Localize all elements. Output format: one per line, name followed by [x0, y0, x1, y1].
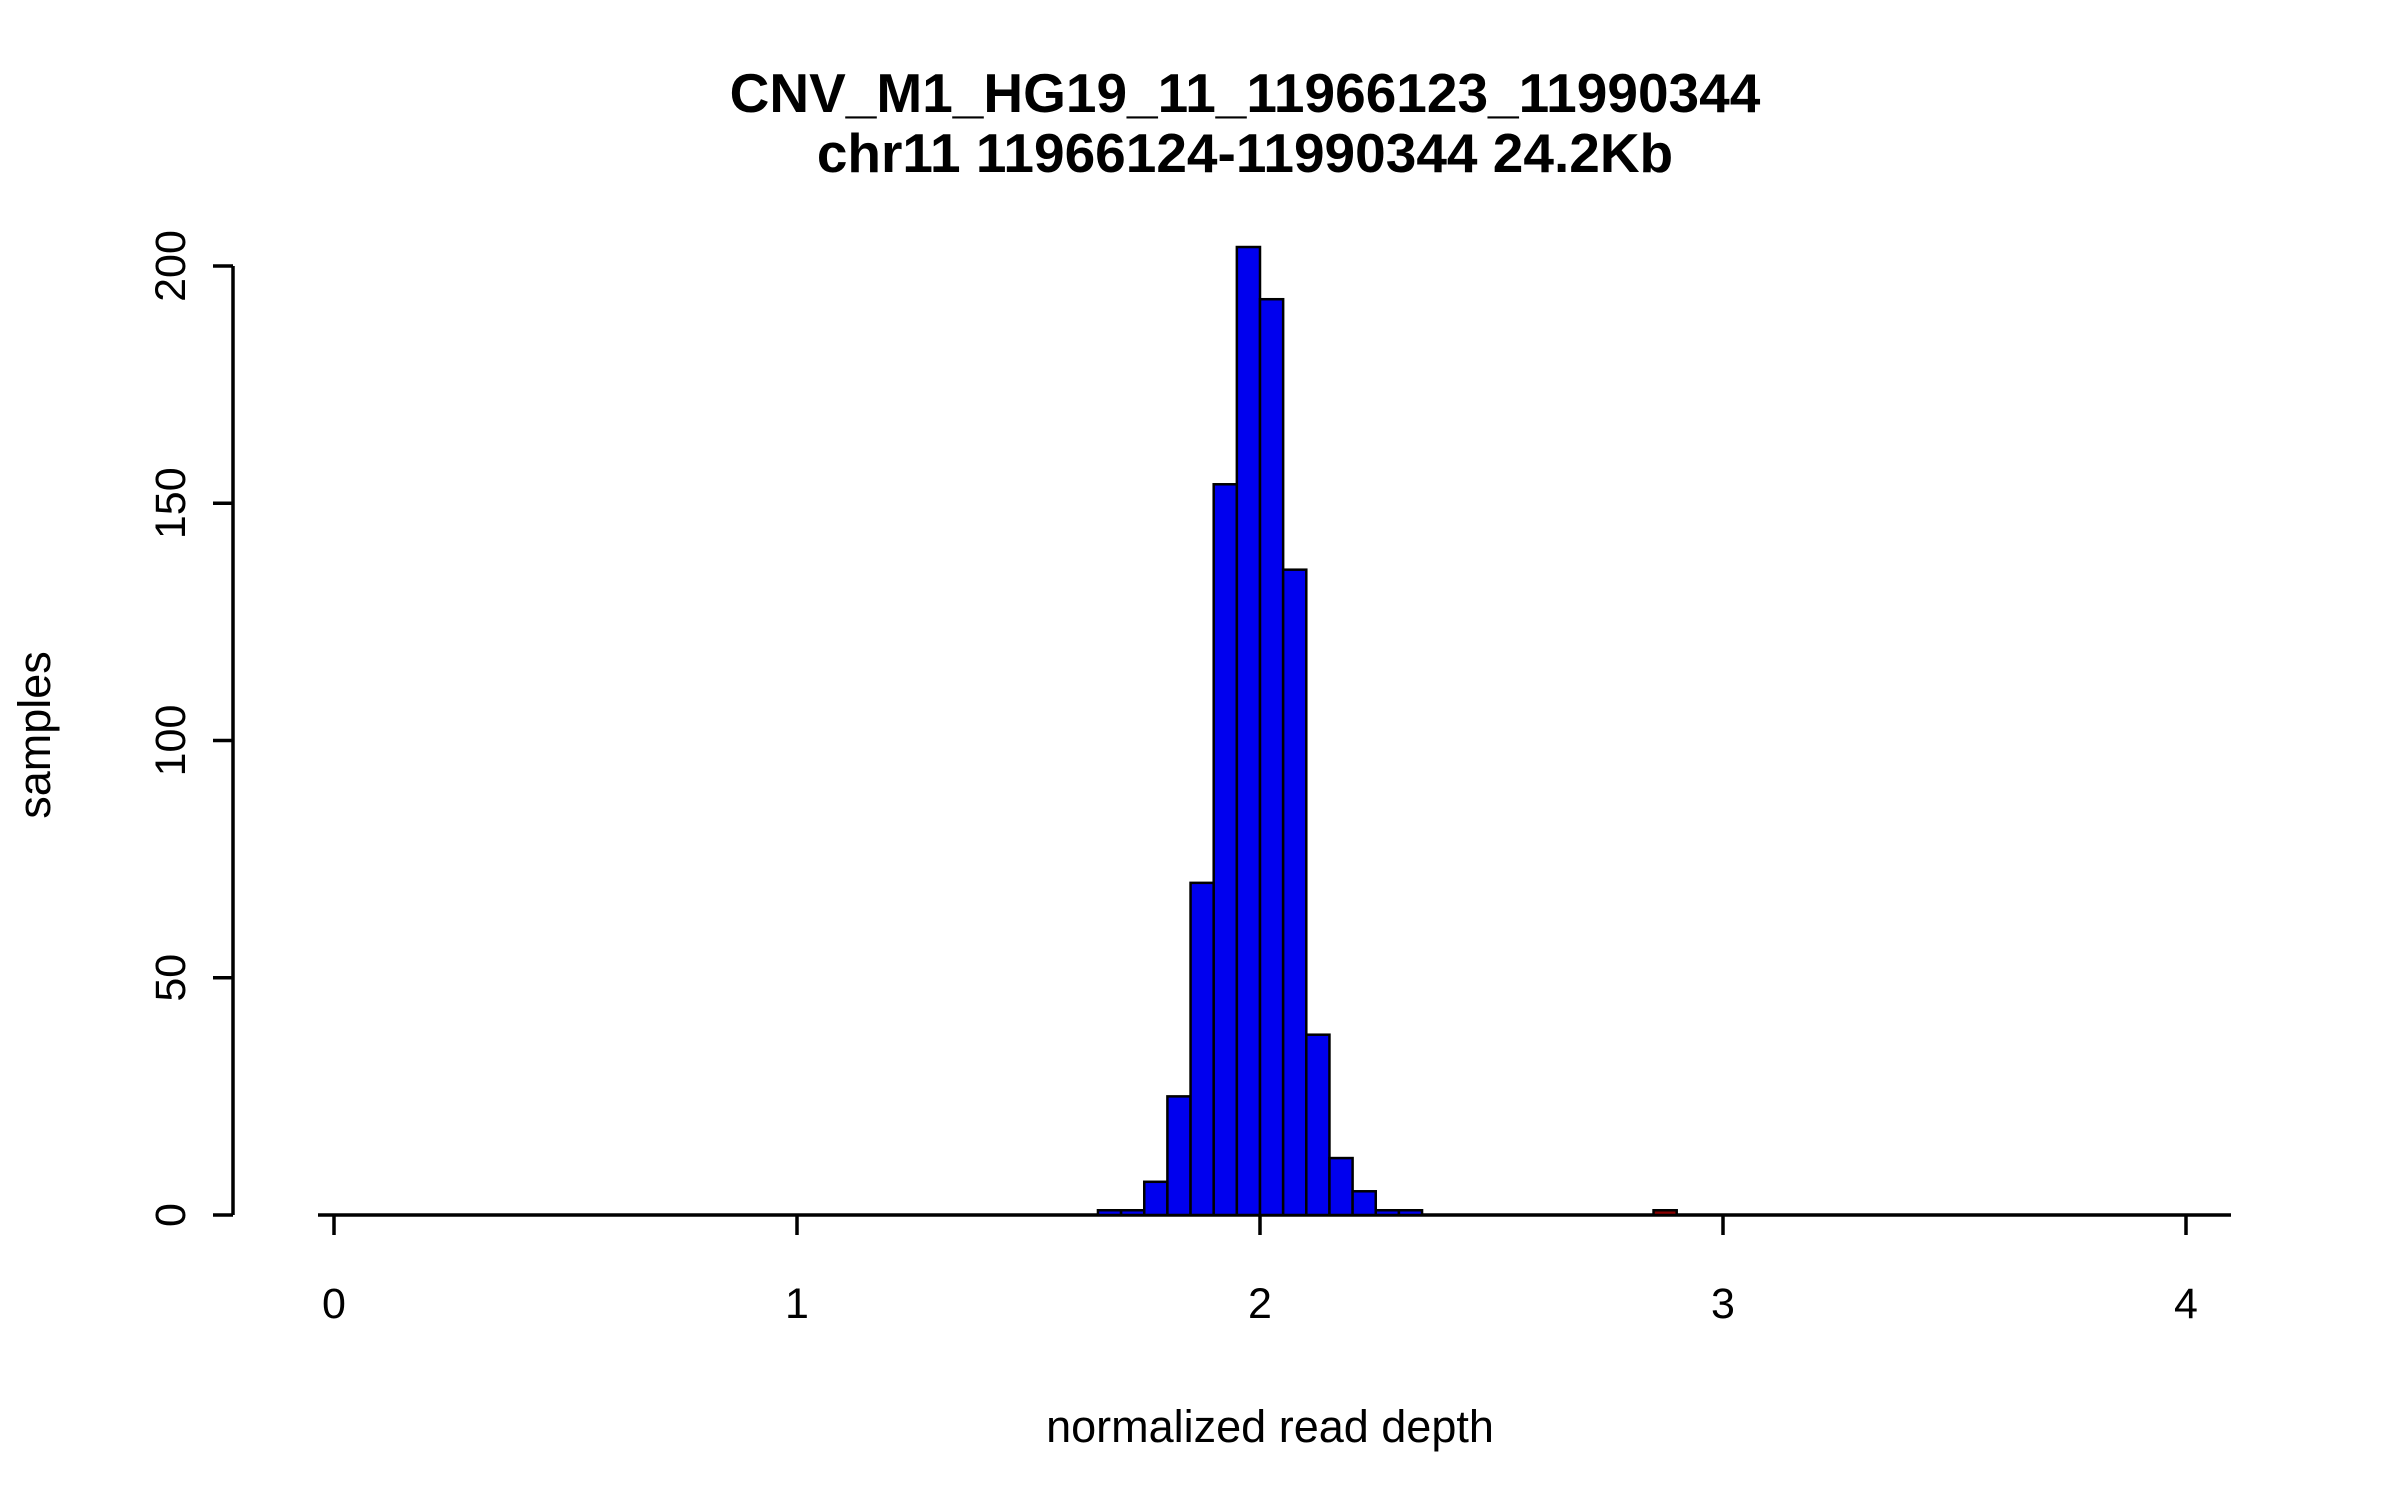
histogram-bar — [1119, 1209, 1146, 1217]
y-tick-label: 50 — [147, 954, 195, 1002]
y-tick-label: 150 — [147, 467, 195, 539]
chart-title-line2: chr11 11966124-11990344 24.2Kb — [817, 122, 1673, 184]
chart-title-line1: CNV_M1_HG19_11_11966123_11990344 — [730, 62, 1761, 124]
histogram-bar — [1166, 1095, 1192, 1217]
histogram-bar — [1143, 1180, 1169, 1217]
x-axis-label: normalized read depth — [1046, 1401, 1494, 1452]
x-tick-label: 2 — [1248, 1280, 1272, 1328]
histogram-bar — [1212, 483, 1239, 1217]
histogram-bar — [1189, 881, 1215, 1217]
histogram-bar — [1652, 1209, 1678, 1217]
histogram-bar — [1351, 1190, 1377, 1217]
histogram-bar — [1305, 1033, 1331, 1217]
histogram-bar — [1328, 1156, 1354, 1217]
histogram-bar — [1281, 568, 1308, 1217]
bars-group — [1096, 245, 1678, 1217]
histogram-bar — [1258, 297, 1285, 1217]
x-tick-label: 4 — [2174, 1280, 2198, 1328]
x-tick-label: 3 — [1711, 1280, 1735, 1328]
x-tick-label: 0 — [322, 1280, 346, 1328]
histogram-bar — [1397, 1209, 1424, 1217]
histogram-bar — [1235, 245, 1262, 1217]
histogram-bar — [1096, 1209, 1123, 1217]
y-axis-label: samples — [9, 651, 60, 819]
x-tick-label: 1 — [785, 1280, 809, 1328]
y-tick-label: 0 — [147, 1203, 195, 1227]
y-tick-label: 100 — [147, 705, 195, 777]
y-tick-label: 200 — [147, 230, 195, 302]
axes: 0 1 2 3 4 0 50 100 150 200 — [147, 230, 2231, 1328]
histogram-bar — [1374, 1209, 1401, 1217]
